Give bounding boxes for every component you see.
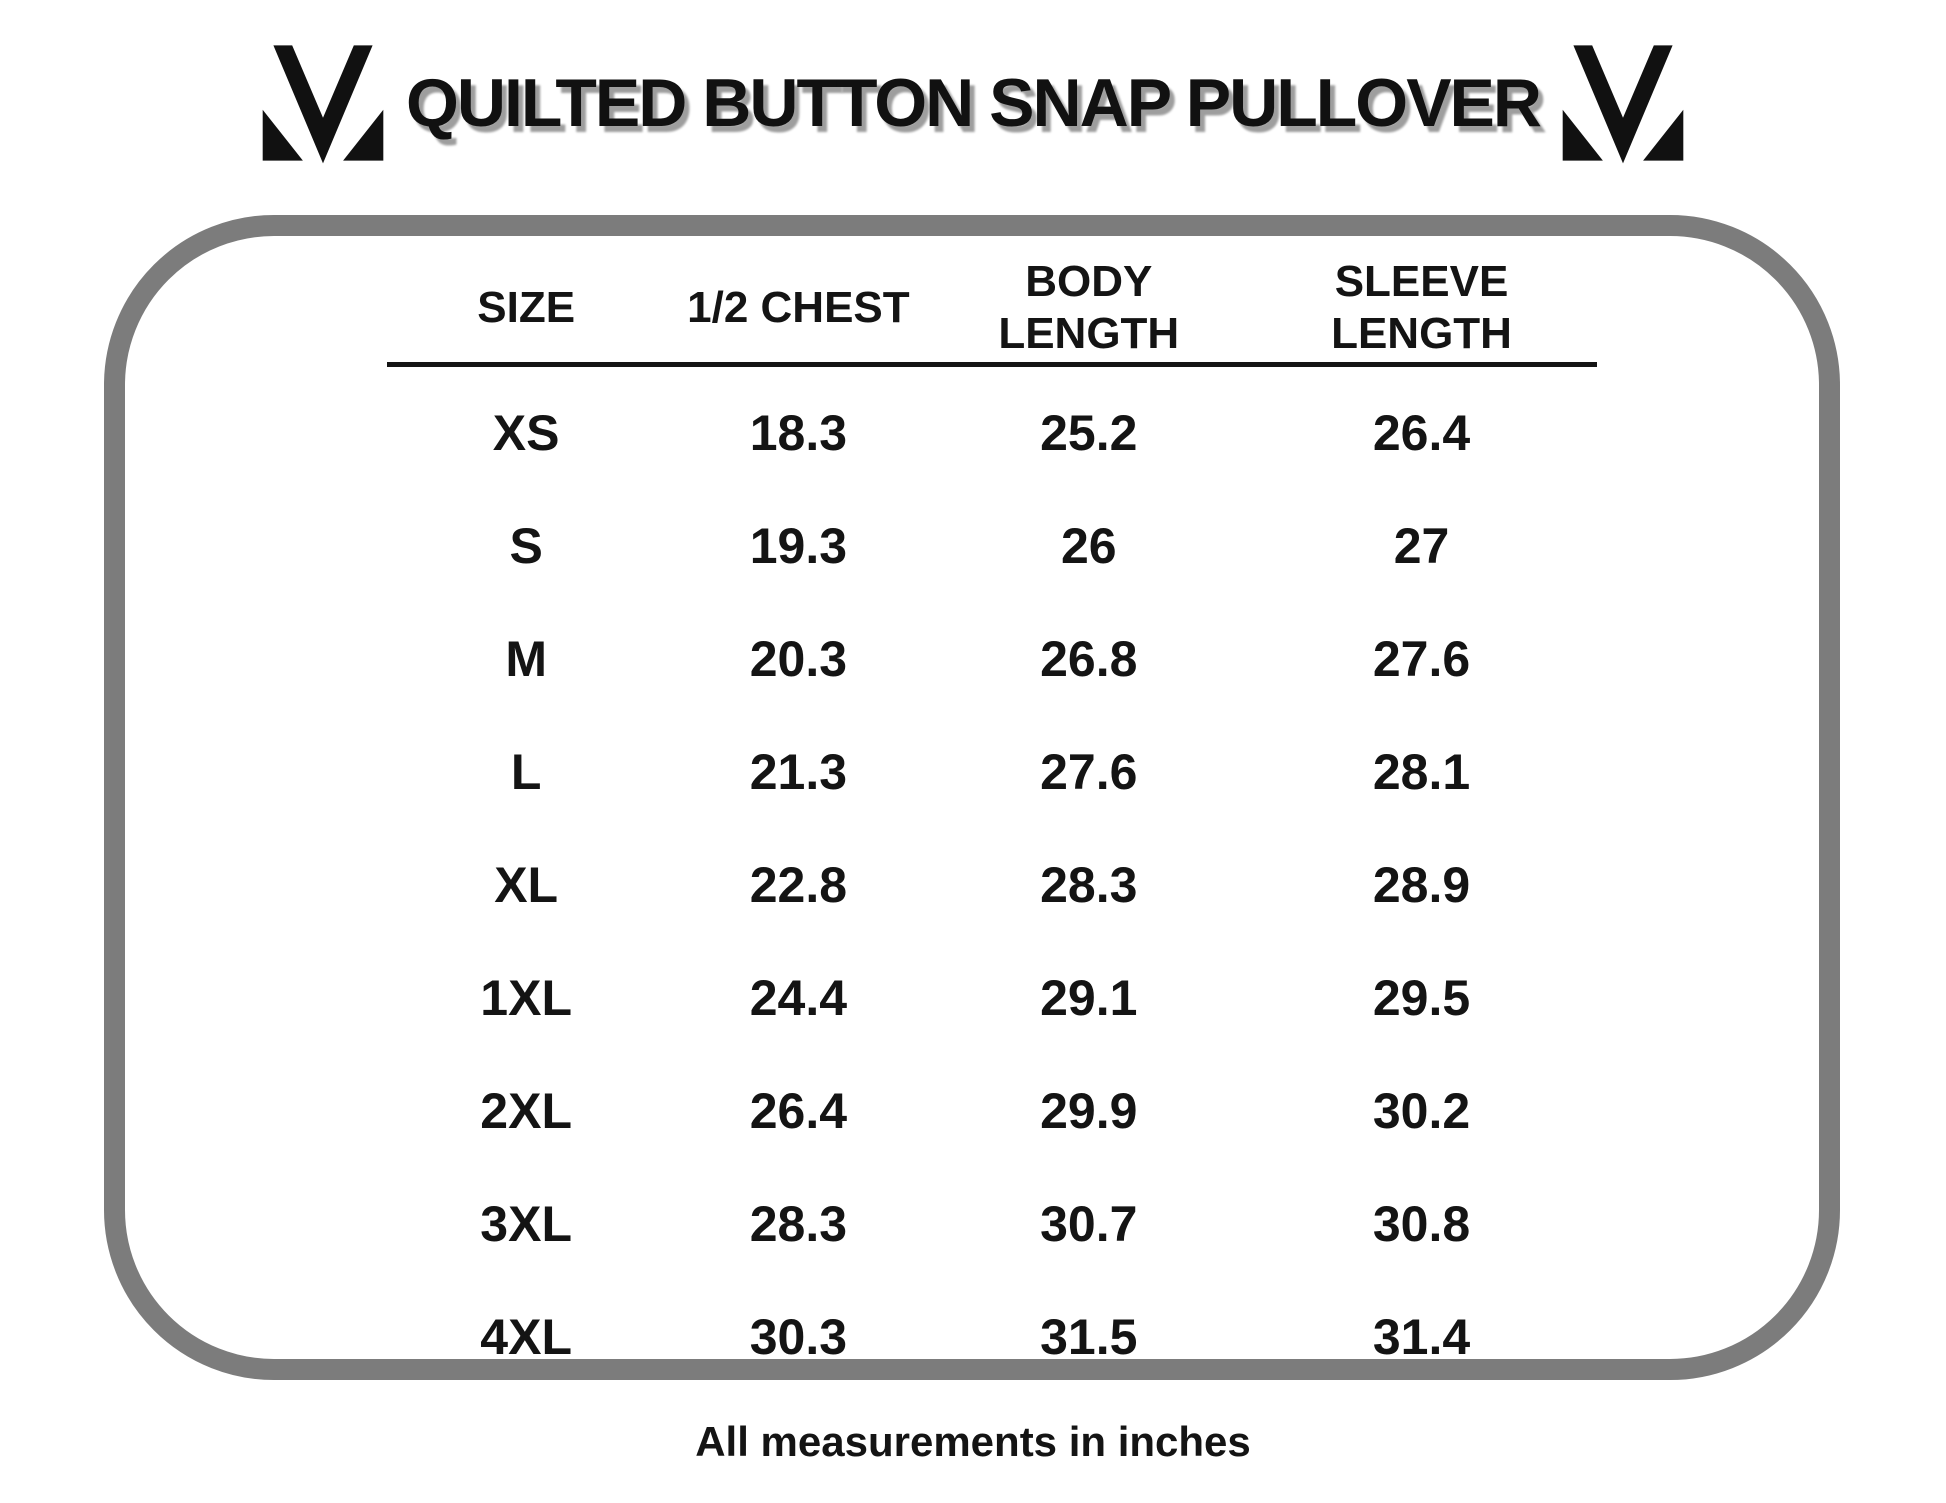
half-chest-cell: 21.3 [749, 744, 848, 801]
body-length-cell: 30.7 [1040, 1196, 1138, 1253]
body-length-cell: 27.6 [1040, 744, 1138, 801]
table-body: XS 18.3 25.2 26.4 S 19.3 26 27 M 20.3 26… [387, 377, 1597, 1394]
table-row: L 21.3 27.6 28.1 [387, 716, 1597, 829]
table-header-row: SIZE 1/2 CHEST BODY LENGTH SLEEVE LENGTH [387, 256, 1597, 360]
table-row: 1XL 24.4 29.1 29.5 [387, 942, 1597, 1055]
size-table: SIZE 1/2 CHEST BODY LENGTH SLEEVE LENGTH… [387, 256, 1597, 1394]
body-length-cell: 29.9 [1040, 1083, 1138, 1140]
sleeve-length-cell: 30.8 [1372, 1196, 1471, 1253]
size-cell: 4XL [480, 1309, 572, 1366]
half-chest-cell: 24.4 [749, 970, 848, 1027]
size-cell: L [510, 744, 542, 801]
size-cell: 2XL [480, 1083, 572, 1140]
table-row: 2XL 26.4 29.9 30.2 [387, 1055, 1597, 1168]
table-row: 3XL 28.3 30.7 30.8 [387, 1168, 1597, 1281]
brand-logo-left-icon [262, 44, 384, 163]
body-length-cell: 29.1 [1040, 970, 1138, 1027]
page-title: QUILTED BUTTON SNAP PULLOVER [405, 64, 1542, 141]
half-chest-cell: 26.4 [749, 1083, 848, 1140]
sleeve-length-cell: 27 [1393, 518, 1450, 575]
body-length-cell: 26.8 [1040, 631, 1138, 688]
brand-logo-right-icon [1562, 44, 1684, 163]
body-length-cell: 25.2 [1040, 405, 1138, 462]
half-chest-cell: 19.3 [749, 518, 848, 575]
body-length-cell: 26 [1060, 518, 1117, 575]
size-cell: M [505, 631, 547, 688]
sleeve-length-cell: 30.2 [1372, 1083, 1471, 1140]
body-length-cell: 31.5 [1040, 1309, 1138, 1366]
size-chart-frame: SIZE 1/2 CHEST BODY LENGTH SLEEVE LENGTH… [104, 215, 1840, 1380]
column-header-sleeve-length: SLEEVE LENGTH [1331, 257, 1512, 358]
masthead: QUILTED BUTTON SNAP PULLOVER [0, 0, 1946, 205]
half-chest-cell: 28.3 [749, 1196, 848, 1253]
sleeve-length-cell: 29.5 [1372, 970, 1471, 1027]
column-header-half-chest: 1/2 CHEST [687, 282, 910, 332]
header-divider [387, 361, 1597, 367]
table-row: 4XL 30.3 31.5 31.4 [387, 1281, 1597, 1394]
half-chest-cell: 18.3 [749, 405, 848, 462]
table-row: S 19.3 26 27 [387, 490, 1597, 603]
size-cell: S [509, 518, 543, 575]
table-row: XL 22.8 28.3 28.9 [387, 829, 1597, 942]
column-header-size: SIZE [477, 282, 576, 332]
sleeve-length-cell: 28.1 [1372, 744, 1471, 801]
sleeve-length-cell: 27.6 [1372, 631, 1471, 688]
table-row: M 20.3 26.8 27.6 [387, 603, 1597, 716]
size-cell: XL [494, 857, 559, 914]
half-chest-cell: 20.3 [749, 631, 848, 688]
sleeve-length-cell: 28.9 [1372, 857, 1471, 914]
body-length-cell: 28.3 [1040, 857, 1138, 914]
footer-note: All measurements in inches [695, 1418, 1251, 1465]
half-chest-cell: 22.8 [749, 857, 848, 914]
size-cell: 1XL [480, 970, 572, 1027]
sleeve-length-cell: 31.4 [1372, 1309, 1471, 1366]
size-cell: XS [492, 405, 560, 462]
half-chest-cell: 30.3 [749, 1309, 848, 1366]
sleeve-length-cell: 26.4 [1372, 405, 1471, 462]
size-cell: 3XL [480, 1196, 572, 1253]
column-header-body-length: BODY LENGTH [998, 257, 1180, 358]
table-row: XS 18.3 25.2 26.4 [387, 377, 1597, 490]
